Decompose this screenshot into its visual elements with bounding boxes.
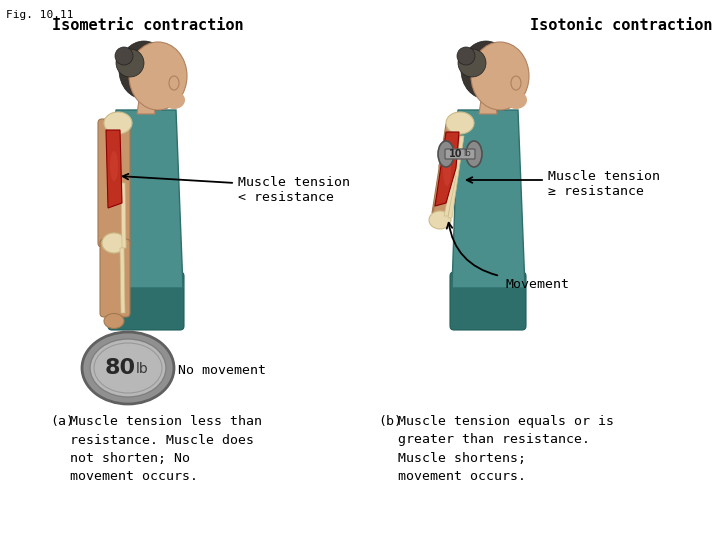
- Text: Fig. 10.11: Fig. 10.11: [6, 10, 73, 20]
- Ellipse shape: [438, 141, 454, 167]
- Ellipse shape: [471, 42, 529, 110]
- Text: Isometric contraction: Isometric contraction: [52, 18, 244, 33]
- Ellipse shape: [82, 332, 174, 404]
- Ellipse shape: [466, 141, 482, 167]
- Circle shape: [458, 49, 486, 77]
- Text: lb: lb: [135, 362, 148, 376]
- FancyBboxPatch shape: [100, 239, 130, 317]
- Text: Movement: Movement: [505, 278, 569, 291]
- Text: Muscle tension less than
resistance. Muscle does
not shorten; No
movement occurs: Muscle tension less than resistance. Mus…: [70, 415, 262, 483]
- Polygon shape: [479, 100, 497, 114]
- Text: Muscle tension
≥ resistance: Muscle tension ≥ resistance: [548, 170, 660, 198]
- Ellipse shape: [90, 339, 166, 397]
- Text: lb: lb: [463, 150, 471, 159]
- Circle shape: [115, 47, 133, 65]
- Ellipse shape: [104, 112, 132, 134]
- Ellipse shape: [129, 42, 187, 110]
- Text: (b): (b): [378, 415, 402, 428]
- Text: 10: 10: [449, 149, 463, 159]
- Polygon shape: [432, 173, 456, 216]
- Polygon shape: [435, 132, 459, 206]
- Ellipse shape: [446, 112, 474, 134]
- Ellipse shape: [505, 91, 527, 109]
- FancyBboxPatch shape: [450, 272, 526, 330]
- Ellipse shape: [110, 151, 118, 181]
- Circle shape: [457, 47, 475, 65]
- Text: (a): (a): [50, 415, 74, 428]
- Polygon shape: [106, 130, 122, 208]
- Polygon shape: [432, 124, 462, 213]
- Text: Muscle tension equals or is
greater than resistance.
Muscle shortens;
movement o: Muscle tension equals or is greater than…: [398, 415, 614, 483]
- Circle shape: [116, 49, 144, 77]
- Ellipse shape: [163, 91, 185, 109]
- Ellipse shape: [443, 154, 451, 186]
- FancyBboxPatch shape: [445, 149, 475, 159]
- Polygon shape: [448, 136, 464, 218]
- Ellipse shape: [429, 211, 451, 229]
- FancyBboxPatch shape: [108, 272, 184, 330]
- Polygon shape: [137, 100, 155, 114]
- FancyBboxPatch shape: [98, 119, 130, 247]
- Text: No movement: No movement: [178, 363, 266, 376]
- Ellipse shape: [119, 41, 169, 99]
- Polygon shape: [110, 110, 183, 288]
- Ellipse shape: [104, 314, 124, 328]
- Polygon shape: [121, 183, 126, 248]
- Ellipse shape: [461, 41, 511, 99]
- Text: Muscle tension
< resistance: Muscle tension < resistance: [238, 176, 350, 204]
- Ellipse shape: [511, 76, 521, 90]
- Ellipse shape: [169, 76, 179, 90]
- Polygon shape: [452, 110, 525, 288]
- Text: Isotonic contraction: Isotonic contraction: [530, 18, 713, 33]
- Ellipse shape: [102, 233, 126, 253]
- Polygon shape: [120, 248, 125, 313]
- Text: 80: 80: [104, 358, 135, 378]
- Polygon shape: [444, 176, 456, 216]
- Ellipse shape: [439, 159, 457, 173]
